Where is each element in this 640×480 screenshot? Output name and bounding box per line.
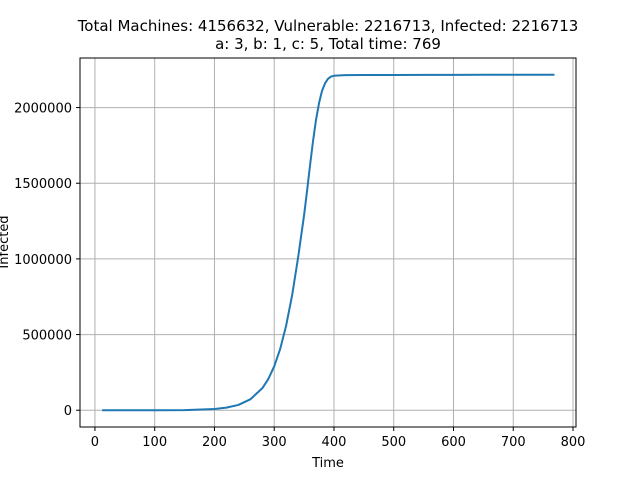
x-tick-label: 400 bbox=[322, 435, 347, 450]
y-tick-label: 1000000 bbox=[14, 253, 72, 268]
x-tick-label: 100 bbox=[142, 435, 167, 450]
plot-frame bbox=[79, 57, 577, 428]
chart-title-line2: a: 3, b: 1, c: 5, Total time: 769 bbox=[215, 35, 441, 53]
x-tick-label: 700 bbox=[501, 435, 526, 450]
chart-title-line1: Total Machines: 4156632, Vulnerable: 221… bbox=[77, 17, 579, 35]
y-axis-label: Infected bbox=[0, 215, 12, 268]
x-tick-label: 0 bbox=[91, 435, 99, 450]
infected-series-line bbox=[102, 73, 555, 412]
series-line-layer bbox=[102, 73, 555, 412]
x-tick-label: 500 bbox=[381, 435, 406, 450]
y-tick-label: 0 bbox=[64, 404, 72, 419]
x-axis-label: Time bbox=[311, 456, 344, 471]
y-tick-label: 2000000 bbox=[14, 102, 72, 117]
x-tick-label: 200 bbox=[202, 435, 227, 450]
x-tick-label: 300 bbox=[262, 435, 287, 450]
x-axis: 0 100 200 300 400 500 600 700 800 bbox=[91, 427, 586, 450]
x-tick-label: 800 bbox=[561, 435, 586, 450]
y-tick-label: 500000 bbox=[22, 329, 72, 344]
grid-layer bbox=[80, 58, 576, 427]
y-axis: 0 500000 1000000 1500000 2000000 bbox=[14, 102, 80, 419]
x-tick-label: 600 bbox=[441, 435, 466, 450]
y-tick-label: 1500000 bbox=[14, 177, 72, 192]
